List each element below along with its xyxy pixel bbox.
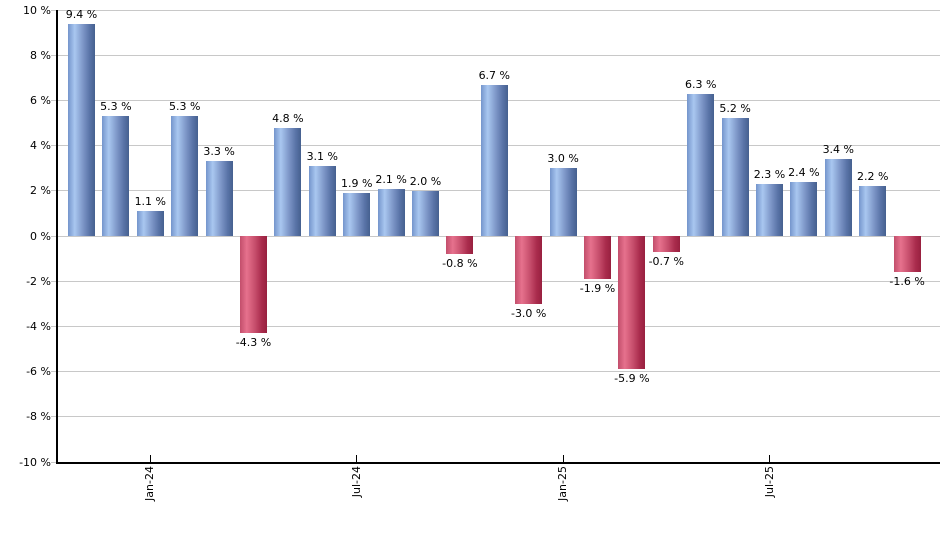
bar bbox=[68, 23, 95, 236]
bar-value-label: -3.0 % bbox=[510, 306, 547, 320]
bar bbox=[171, 116, 199, 236]
y-axis-tick-label: -2 % bbox=[26, 274, 51, 288]
y-gridline bbox=[51, 280, 940, 282]
x-axis-tick bbox=[562, 455, 564, 462]
bar bbox=[687, 93, 715, 236]
y-gridline bbox=[51, 325, 940, 327]
y-axis-tick-label: 0 % bbox=[30, 229, 51, 243]
bar bbox=[859, 186, 887, 236]
bar-value-label: 6.3 % bbox=[684, 77, 717, 91]
bar bbox=[893, 236, 921, 273]
y-axis-tick-label: -8 % bbox=[26, 410, 51, 424]
bar-value-label: 3.3 % bbox=[203, 145, 235, 159]
bar bbox=[480, 84, 508, 236]
x-axis-tick bbox=[769, 455, 770, 462]
bar-value-label: -5.9 % bbox=[614, 372, 650, 386]
bar bbox=[377, 188, 405, 236]
x-axis-tick-label: Jan-25 bbox=[556, 466, 570, 501]
bar-value-label: 2.0 % bbox=[409, 174, 442, 188]
bar-value-label: -1.9 % bbox=[579, 281, 616, 295]
bar bbox=[308, 165, 336, 236]
bar-value-label: 3.1 % bbox=[306, 149, 339, 163]
y-gridline bbox=[51, 371, 940, 373]
bar-value-label: 9.4 % bbox=[65, 7, 98, 21]
bar bbox=[412, 190, 439, 236]
bar-value-label: 3.4 % bbox=[822, 143, 855, 157]
bar bbox=[824, 159, 852, 236]
bar bbox=[136, 211, 164, 236]
bar bbox=[790, 181, 818, 236]
x-axis-line bbox=[56, 462, 940, 464]
bar bbox=[652, 236, 680, 252]
bar-value-label: -1.6 % bbox=[889, 275, 925, 289]
x-axis-tick-label: Jul-24 bbox=[349, 466, 363, 498]
y-axis-tick-label: -4 % bbox=[26, 319, 51, 333]
bar bbox=[274, 127, 302, 236]
y-axis-tick-label: 4 % bbox=[30, 139, 51, 153]
bar bbox=[343, 193, 371, 236]
bar bbox=[721, 118, 749, 236]
x-axis-tick-label: Jul-25 bbox=[762, 466, 776, 498]
x-axis-tick bbox=[356, 455, 358, 462]
bar bbox=[584, 236, 611, 279]
bar-value-label: -0.8 % bbox=[442, 257, 478, 271]
y-gridline bbox=[51, 54, 940, 56]
y-axis-tick-label: 8 % bbox=[30, 48, 51, 62]
bar-value-label: 1.1 % bbox=[134, 195, 167, 209]
y-axis-tick-label: 10 % bbox=[23, 3, 51, 17]
y-axis-tick-label: -10 % bbox=[19, 455, 51, 469]
bar-value-label: 2.4 % bbox=[788, 165, 820, 179]
bar bbox=[756, 184, 783, 236]
bar-value-label: 5.3 % bbox=[100, 100, 132, 114]
bar-value-label: 4.8 % bbox=[272, 111, 304, 125]
bar bbox=[102, 116, 130, 236]
bar-value-label: 3.0 % bbox=[547, 152, 579, 166]
bar bbox=[549, 168, 577, 236]
bar bbox=[618, 236, 646, 370]
x-axis-tick bbox=[149, 455, 151, 462]
y-gridline bbox=[51, 9, 940, 11]
y-axis-tick-label: 6 % bbox=[30, 93, 51, 107]
y-gridline bbox=[51, 416, 940, 418]
bar-value-label: 6.7 % bbox=[478, 68, 511, 82]
bar-value-label: -4.3 % bbox=[235, 336, 272, 350]
y-axis-line bbox=[56, 10, 58, 464]
bar-value-label: 5.2 % bbox=[719, 102, 751, 116]
bar-value-label: 1.9 % bbox=[340, 177, 373, 191]
y-axis-tick-label: 2 % bbox=[30, 184, 51, 198]
y-axis-tick-label: -6 % bbox=[26, 365, 51, 379]
bar-value-label: 5.3 % bbox=[168, 100, 201, 114]
bar bbox=[446, 236, 474, 255]
x-axis-tick-label: Jan-24 bbox=[143, 466, 157, 501]
bar-value-label: -0.7 % bbox=[648, 254, 684, 268]
bar bbox=[240, 236, 267, 334]
bar-value-label: 2.3 % bbox=[753, 168, 786, 182]
bar bbox=[205, 161, 233, 236]
y-gridline bbox=[51, 235, 940, 237]
bar-value-label: 2.1 % bbox=[375, 172, 407, 186]
bar bbox=[515, 236, 543, 304]
bar-value-label: 2.2 % bbox=[856, 170, 889, 184]
